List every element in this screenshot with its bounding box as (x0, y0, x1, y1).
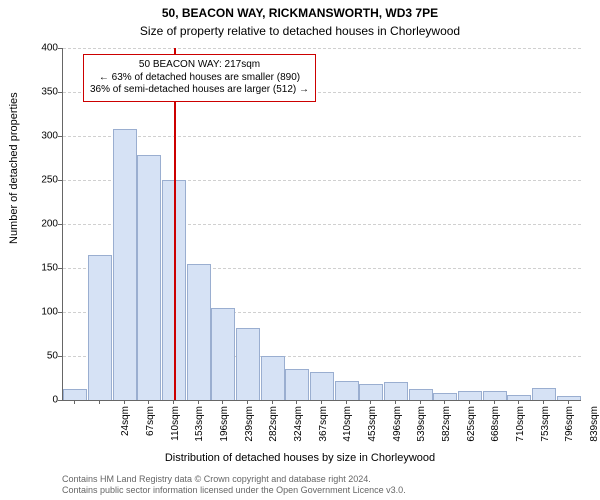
annotation-line: 50 BEACON WAY: 217sqm (90, 59, 309, 72)
x-tick-mark (543, 400, 544, 404)
bar (63, 389, 87, 400)
x-tick-label: 196sqm (219, 406, 230, 456)
gridline (63, 136, 581, 137)
x-tick-label: 839sqm (589, 406, 600, 456)
bar (458, 391, 482, 400)
x-tick-label: 67sqm (145, 406, 156, 456)
x-tick-label: 710sqm (515, 406, 526, 456)
x-tick-label: 324sqm (293, 406, 304, 456)
x-tick-label: 668sqm (490, 406, 501, 456)
bar (384, 382, 408, 400)
bar (187, 264, 211, 400)
bar (409, 389, 433, 400)
x-tick-label: 496sqm (392, 406, 403, 456)
y-tick-label: 350 (30, 87, 58, 98)
chart-title: 50, BEACON WAY, RICKMANSWORTH, WD3 7PE (0, 6, 600, 20)
x-tick-label: 410sqm (342, 406, 353, 456)
x-tick-label: 753sqm (540, 406, 551, 456)
x-tick-label: 239sqm (244, 406, 255, 456)
bar (532, 388, 556, 400)
x-tick-mark (173, 400, 174, 404)
plot-area: 50 BEACON WAY: 217sqm← 63% of detached h… (62, 48, 581, 401)
gridline (63, 48, 581, 49)
bar (211, 308, 235, 400)
y-tick-label: 200 (30, 219, 58, 230)
bar (88, 255, 112, 400)
y-tick-label: 150 (30, 263, 58, 274)
x-tick-mark (272, 400, 273, 404)
bar (113, 129, 137, 400)
x-tick-mark (494, 400, 495, 404)
x-tick-mark (370, 400, 371, 404)
x-tick-label: 24sqm (120, 406, 131, 456)
y-tick-label: 300 (30, 131, 58, 142)
bar (557, 396, 581, 400)
bar (261, 356, 285, 400)
bar (285, 369, 309, 400)
x-tick-mark (395, 400, 396, 404)
x-tick-mark (124, 400, 125, 404)
x-tick-mark (444, 400, 445, 404)
x-tick-label: 796sqm (564, 406, 575, 456)
annotation-line: 36% of semi-detached houses are larger (… (90, 84, 309, 97)
annotation-line: ← 63% of detached houses are smaller (89… (90, 72, 309, 85)
x-axis-label: Distribution of detached houses by size … (0, 452, 600, 464)
x-tick-mark (148, 400, 149, 404)
x-tick-label: 453sqm (367, 406, 378, 456)
y-axis-label: Number of detached properties (8, 92, 20, 244)
chart-container: 50, BEACON WAY, RICKMANSWORTH, WD3 7PE S… (0, 0, 600, 500)
x-tick-mark (222, 400, 223, 404)
y-tick-label: 250 (30, 175, 58, 186)
bar (137, 155, 161, 400)
x-tick-mark (198, 400, 199, 404)
bar (359, 384, 383, 400)
x-tick-label: 625sqm (466, 406, 477, 456)
footer-line: Contains public sector information licen… (62, 485, 590, 496)
x-tick-label: 153sqm (194, 406, 205, 456)
bar (310, 372, 334, 400)
y-tick-label: 0 (30, 395, 58, 406)
x-tick-mark (420, 400, 421, 404)
x-tick-label: 282sqm (268, 406, 279, 456)
x-tick-mark (296, 400, 297, 404)
y-tick-label: 100 (30, 307, 58, 318)
chart-subtitle: Size of property relative to detached ho… (0, 24, 600, 38)
bar (483, 391, 507, 400)
y-tick-label: 400 (30, 43, 58, 54)
x-tick-label: 582sqm (441, 406, 452, 456)
x-tick-mark (568, 400, 569, 404)
footer: Contains HM Land Registry data © Crown c… (62, 474, 590, 496)
x-tick-mark (518, 400, 519, 404)
x-tick-mark (247, 400, 248, 404)
bar (433, 393, 457, 400)
bar (335, 381, 359, 400)
x-tick-mark (321, 400, 322, 404)
x-tick-mark (74, 400, 75, 404)
annotation-box: 50 BEACON WAY: 217sqm← 63% of detached h… (83, 54, 316, 102)
x-tick-mark (99, 400, 100, 404)
x-tick-mark (346, 400, 347, 404)
y-tick-label: 50 (30, 351, 58, 362)
x-tick-label: 539sqm (416, 406, 427, 456)
x-tick-mark (469, 400, 470, 404)
footer-line: Contains HM Land Registry data © Crown c… (62, 474, 590, 485)
x-tick-label: 367sqm (318, 406, 329, 456)
x-tick-label: 110sqm (170, 406, 181, 456)
bar (236, 328, 260, 400)
